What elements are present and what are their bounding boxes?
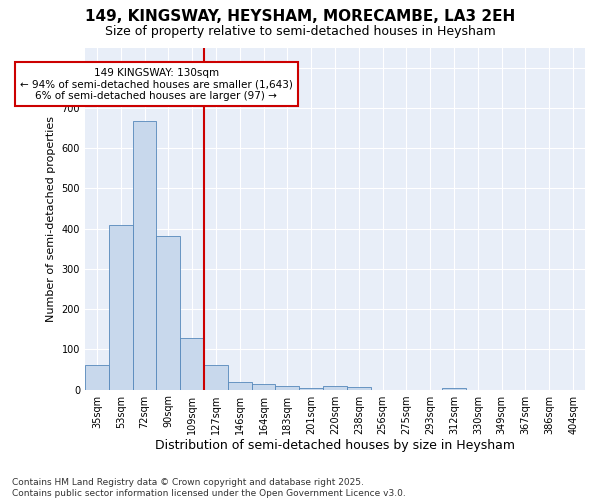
Bar [180,338,204,390]
Bar [347,387,371,390]
Bar [299,388,323,390]
X-axis label: Distribution of semi-detached houses by size in Heysham: Distribution of semi-detached houses by … [155,440,515,452]
Bar [442,388,466,390]
Bar [228,382,251,390]
Bar [85,364,109,390]
Bar [251,384,275,390]
Bar [109,224,133,390]
Bar [323,386,347,390]
Bar [133,120,157,390]
Y-axis label: Number of semi-detached properties: Number of semi-detached properties [46,116,56,322]
Bar [157,236,180,390]
Text: Size of property relative to semi-detached houses in Heysham: Size of property relative to semi-detach… [104,25,496,38]
Text: 149 KINGSWAY: 130sqm
← 94% of semi-detached houses are smaller (1,643)
6% of sem: 149 KINGSWAY: 130sqm ← 94% of semi-detac… [20,68,293,101]
Text: 149, KINGSWAY, HEYSHAM, MORECAMBE, LA3 2EH: 149, KINGSWAY, HEYSHAM, MORECAMBE, LA3 2… [85,9,515,24]
Bar [204,364,228,390]
Bar [275,386,299,390]
Text: Contains HM Land Registry data © Crown copyright and database right 2025.
Contai: Contains HM Land Registry data © Crown c… [12,478,406,498]
